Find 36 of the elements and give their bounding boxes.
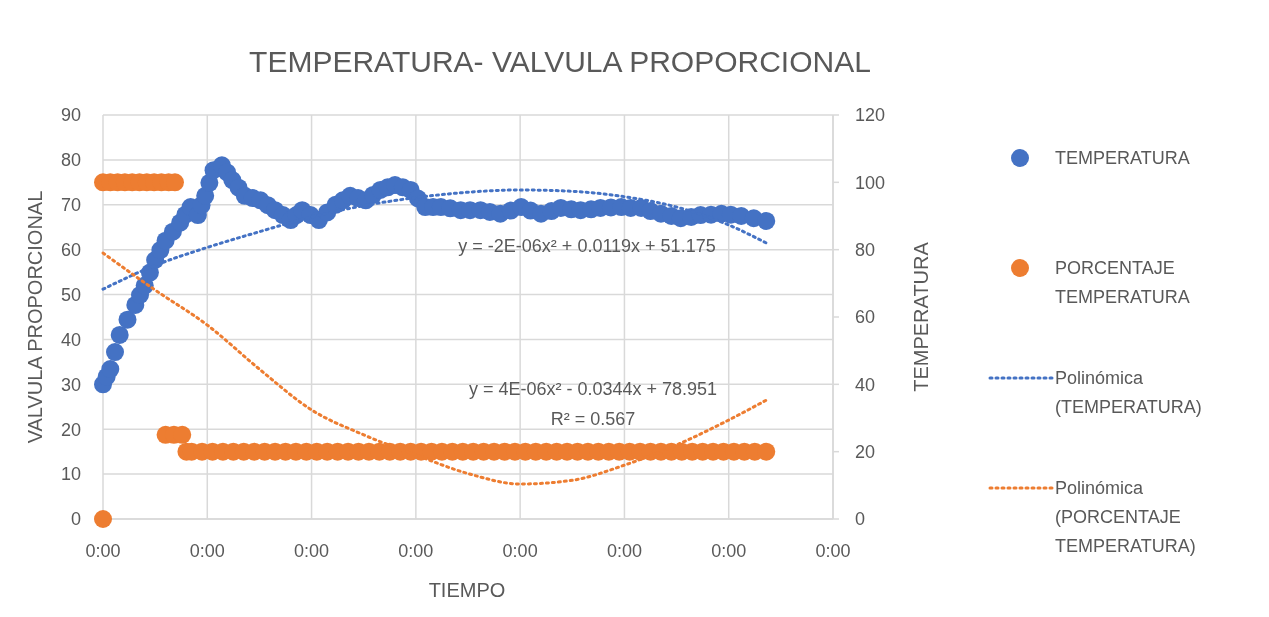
y2-tick-label: 20 [855, 441, 876, 462]
x-tick-label: 0:00 [711, 541, 747, 561]
y-tick-label: 20 [60, 419, 81, 440]
legend-label: Polinómica (TEMPERATURA) [1055, 368, 1202, 418]
chart-title: TEMPERATURA- VALVULA PROPORCIONAL [249, 45, 871, 78]
annotation: y = 4E-06x² - 0.0344x + 78.951 [468, 379, 718, 399]
y-tick-label: 70 [60, 195, 81, 216]
x-axis-title: TIEMPO [428, 579, 506, 601]
x-tick-label: 0:00 [815, 541, 851, 561]
legend-label: TEMPERATURA [1055, 148, 1190, 169]
y2-tick-label: 120 [855, 105, 886, 126]
x-tick-label: 0:00 [294, 541, 330, 561]
x-tick-label: 0:00 [189, 541, 225, 561]
x-tick-label: 0:00 [502, 541, 538, 561]
y-tick-label: 60 [60, 239, 81, 260]
annotation: R² = 0.567 [550, 409, 636, 429]
legend-label: Polinómica (PORCENTAJE TEMPERATURA) [1055, 478, 1196, 557]
y2-tick-label: 40 [855, 374, 876, 395]
x-tick-label: 0:00 [398, 541, 434, 561]
legend-label: PORCENTAJE TEMPERATURA [1055, 258, 1190, 308]
x-tick-label: 0:00 [606, 541, 642, 561]
y2-tick-label: 100 [855, 172, 886, 193]
y2-tick-label: 60 [855, 307, 876, 328]
y-tick-label: 80 [60, 150, 81, 171]
y2-tick-label: 80 [855, 239, 876, 260]
y-tick-label: 90 [60, 105, 81, 126]
y2-tick-label: 0 [855, 509, 866, 530]
annotation: y = -2E-06x² + 0.0119x + 51.175 [458, 236, 716, 256]
y-tick-label: 0 [70, 509, 81, 530]
y-axis-title: VALVULA PROPORCIONAL [24, 190, 46, 444]
y-tick-label: 10 [60, 464, 81, 485]
y-tick-label: 40 [60, 329, 81, 350]
y-tick-label: 30 [60, 374, 81, 395]
x-tick-label: 0:00 [85, 541, 121, 561]
y-tick-label: 50 [60, 284, 81, 305]
y2-axis-title: TEMPERATURA [910, 241, 932, 392]
